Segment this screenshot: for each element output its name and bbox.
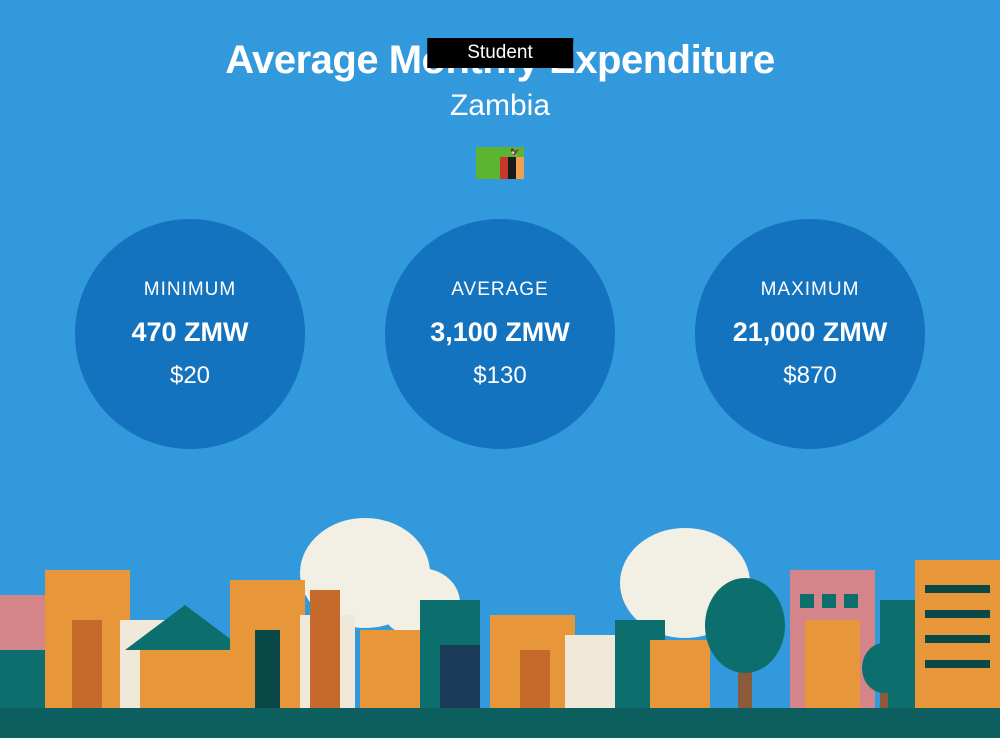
- building-icon: [310, 590, 340, 710]
- building-icon: [255, 630, 280, 710]
- window-stripe-icon: [925, 610, 990, 618]
- stat-usd: $20: [170, 362, 210, 390]
- cityscape-illustration: [0, 508, 1000, 738]
- tree-icon: [705, 578, 785, 673]
- category-badge: Student: [427, 38, 573, 68]
- ground-icon: [0, 708, 1000, 738]
- stats-row: MINIMUM 470 ZMW $20 AVERAGE 3,100 ZMW $1…: [0, 219, 1000, 449]
- window-icon: [800, 594, 814, 608]
- stat-value: 21,000 ZMW: [733, 317, 888, 348]
- window-stripe-icon: [925, 635, 990, 643]
- stat-label: AVERAGE: [451, 279, 548, 301]
- stat-circle-maximum: MAXIMUM 21,000 ZMW $870: [695, 219, 925, 449]
- stat-usd: $130: [473, 362, 526, 390]
- stat-value: 470 ZMW: [131, 317, 248, 348]
- window-icon: [822, 594, 836, 608]
- window-stripe-icon: [925, 660, 990, 668]
- flag-container: 🦅: [0, 147, 1000, 179]
- building-icon: [520, 650, 550, 710]
- stat-label: MINIMUM: [144, 279, 236, 301]
- stat-usd: $870: [783, 362, 836, 390]
- building-icon: [805, 620, 860, 710]
- flag-stripes: [500, 157, 524, 179]
- flag-stripe-orange: [516, 157, 524, 179]
- roof-icon: [125, 605, 245, 650]
- flag-eagle-icon: 🦅: [510, 148, 520, 157]
- country-subtitle: Zambia: [0, 89, 1000, 123]
- building-icon: [440, 645, 480, 710]
- zambia-flag-icon: 🦅: [476, 147, 524, 179]
- building-icon: [72, 620, 102, 710]
- flag-stripe-black: [508, 157, 516, 179]
- window-icon: [844, 594, 858, 608]
- tree-icon: [862, 643, 906, 693]
- window-stripe-icon: [925, 585, 990, 593]
- flag-stripe-red: [500, 157, 508, 179]
- stat-label: MAXIMUM: [761, 279, 860, 301]
- building-icon: [140, 650, 230, 710]
- stat-circle-average: AVERAGE 3,100 ZMW $130: [385, 219, 615, 449]
- stat-circle-minimum: MINIMUM 470 ZMW $20: [75, 219, 305, 449]
- stat-value: 3,100 ZMW: [430, 317, 570, 348]
